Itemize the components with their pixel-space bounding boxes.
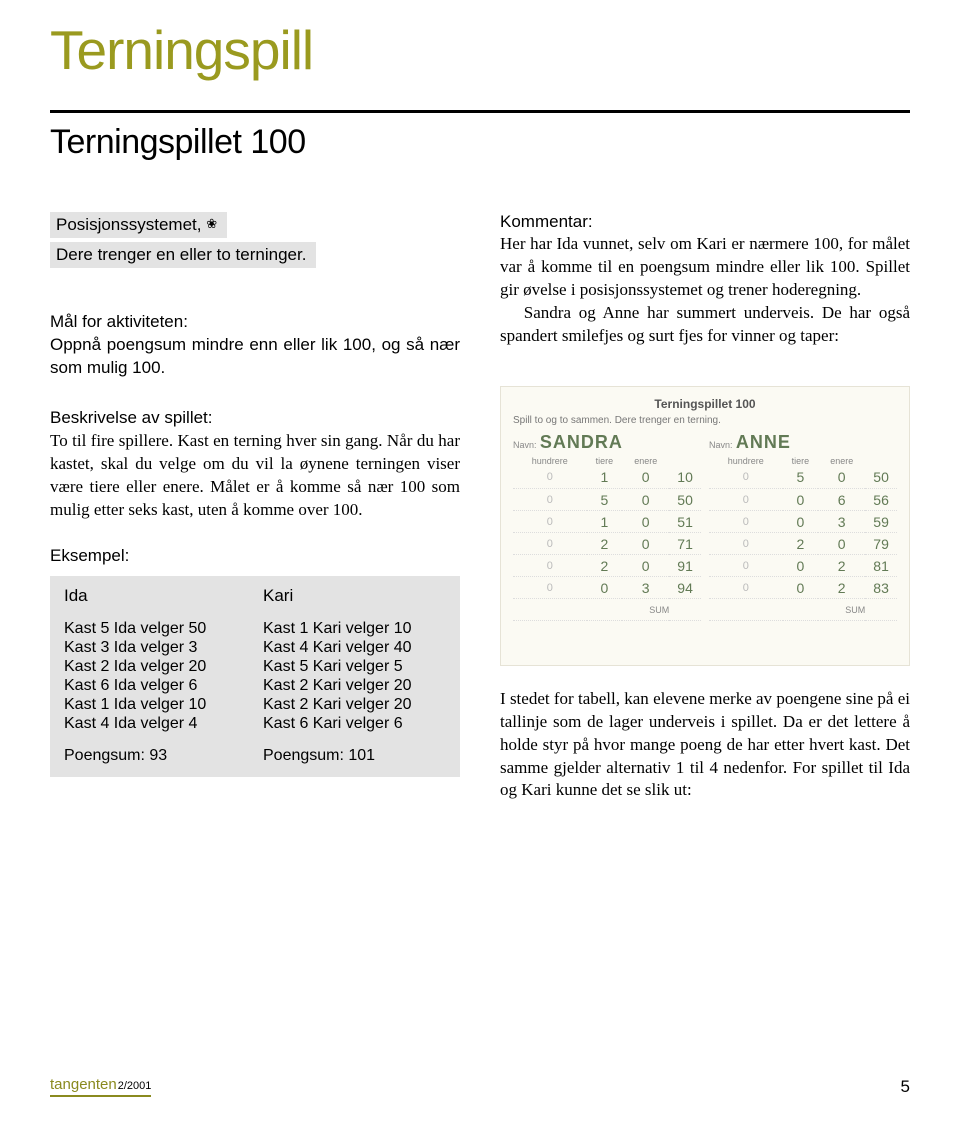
list-item: Kast 6 Kari velger 6 <box>263 715 446 733</box>
example-sum-kari: Poengsum: 101 <box>263 747 446 765</box>
example-sum-ida: Poengsum: 93 <box>64 747 247 765</box>
scan-table-left: hundreretiereenere 01010 05050 01051 020… <box>513 455 701 622</box>
description-heading: Beskrivelse av spillet: <box>50 408 460 428</box>
tag-box-line2: Dere trenger en eller to terninger. <box>50 242 316 268</box>
commentary-heading: Kommentar: <box>500 212 910 232</box>
scan-table-right: hundreretiereenere 05050 00656 00359 020… <box>709 455 897 622</box>
list-item: Kast 1 Kari velger 10 <box>263 620 446 638</box>
goal-heading: Mål for aktiviteten: <box>50 312 460 332</box>
tag-box-line1: Posisjonssystemet, ❀ <box>50 212 227 238</box>
right-column: Kommentar: Her har Ida vunnet, selv om K… <box>500 212 910 802</box>
subtitle: Terningspillet 100 <box>50 123 910 162</box>
list-item: Kast 4 Ida velger 4 <box>64 715 247 733</box>
list-item: Kast 4 Kari velger 40 <box>263 639 446 657</box>
footer: tangenten2/2001 5 <box>50 1076 910 1097</box>
example-player-1: Ida <box>64 586 247 606</box>
list-item: Kast 5 Kari velger 5 <box>263 658 446 676</box>
list-item: Kast 5 Ida velger 50 <box>64 620 247 638</box>
list-item: Kast 2 Ida velger 20 <box>64 658 247 676</box>
list-item: Kast 1 Ida velger 10 <box>64 696 247 714</box>
list-item: Kast 6 Ida velger 6 <box>64 677 247 695</box>
title-rule <box>50 110 910 113</box>
list-item: Kast 2 Kari velger 20 <box>263 677 446 695</box>
scan-name-1: SANDRA <box>540 432 623 452</box>
footer-left: tangenten2/2001 <box>50 1076 151 1097</box>
scan-name-2: ANNE <box>736 432 791 452</box>
example-col-ida: Ida Kast 5 Ida velger 50 Kast 3 Ida velg… <box>64 586 247 765</box>
goal-text: Oppnå poengsum mindre enn eller lik 100,… <box>50 334 460 380</box>
tag-label: Posisjonssystemet, <box>56 215 206 234</box>
footer-publication: tangenten <box>50 1076 117 1093</box>
alt-text: I stedet for tabell, kan elevene merke a… <box>500 688 910 803</box>
list-item: Kast 2 Kari velger 20 <box>263 696 446 714</box>
description-text: To til fire spillere. Kast en terning hv… <box>50 430 460 522</box>
example-heading: Eksempel: <box>50 546 460 566</box>
example-block: Ida Kast 5 Ida velger 50 Kast 3 Ida velg… <box>50 576 460 777</box>
example-col-kari: Kari Kast 1 Kari velger 10 Kast 4 Kari v… <box>263 586 446 765</box>
flower-icon: ❀ <box>206 216 217 231</box>
list-item: Kast 3 Ida velger 3 <box>64 639 247 657</box>
left-column: Posisjonssystemet, ❀ Dere trenger en ell… <box>50 212 460 802</box>
example-player-2: Kari <box>263 586 446 606</box>
worksheet-scan: Terningspillet 100 Spill to og to sammen… <box>500 386 910 666</box>
scan-subtitle: Spill to og to sammen. Dere trenger en t… <box>513 415 897 426</box>
commentary-p2: Sandra og Anne har summert underveis. De… <box>500 302 910 348</box>
footer-issue: 2/2001 <box>118 1080 152 1092</box>
scan-title: Terningspillet 100 <box>513 397 897 411</box>
page-title: Terningspill <box>50 18 910 82</box>
footer-page-number: 5 <box>901 1077 910 1097</box>
commentary-p1: Her har Ida vunnet, selv om Kari er nærm… <box>500 233 910 302</box>
